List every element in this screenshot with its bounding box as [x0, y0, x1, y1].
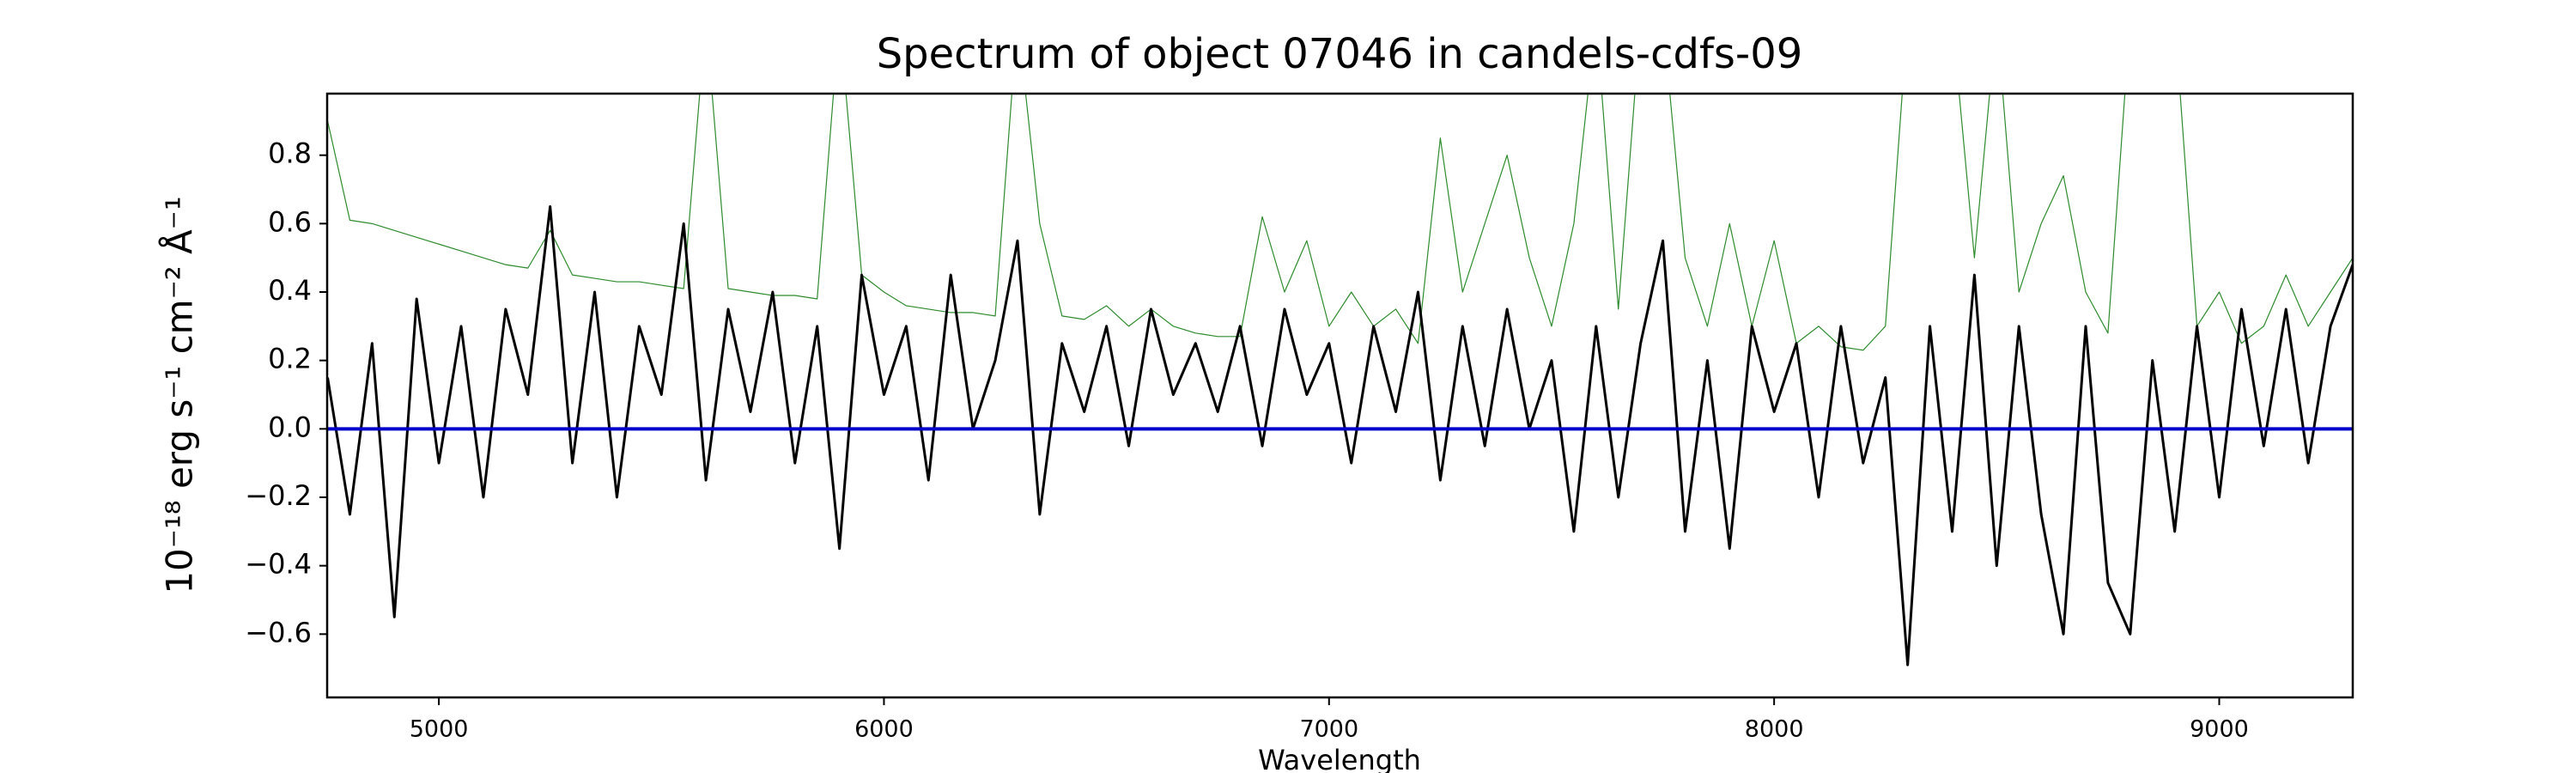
- y-tick-label: −0.2: [245, 479, 312, 512]
- x-tick-label: 6000: [854, 716, 914, 743]
- chart-title: Spectrum of object 07046 in candels-cdfs…: [877, 30, 1803, 78]
- y-tick-label: 0.8: [268, 137, 312, 170]
- y-tick-label: 0.2: [268, 343, 312, 375]
- x-tick-label: 7000: [1299, 716, 1358, 743]
- spectrum-line: [327, 204, 2353, 666]
- y-tick-label: 0.0: [268, 411, 312, 443]
- plot-area: [327, 94, 2353, 666]
- axes-frame: [325, 92, 2354, 699]
- x-tick-label: 9000: [2190, 716, 2249, 743]
- spectrum-line: [327, 94, 2353, 351]
- x-axis-label: Wavelength: [1258, 744, 1421, 773]
- x-tick-label: 5000: [410, 716, 469, 743]
- y-tick-label: 0.6: [268, 205, 312, 238]
- y-tick-label: 0.4: [268, 274, 312, 307]
- y-tick-label: −0.6: [245, 616, 312, 648]
- x-tick-label: 8000: [1745, 716, 1804, 743]
- y-tick-label: −0.4: [245, 548, 312, 581]
- y-axis-label: 10⁻¹⁸ erg s⁻¹ cm⁻² Å⁻¹: [158, 196, 201, 593]
